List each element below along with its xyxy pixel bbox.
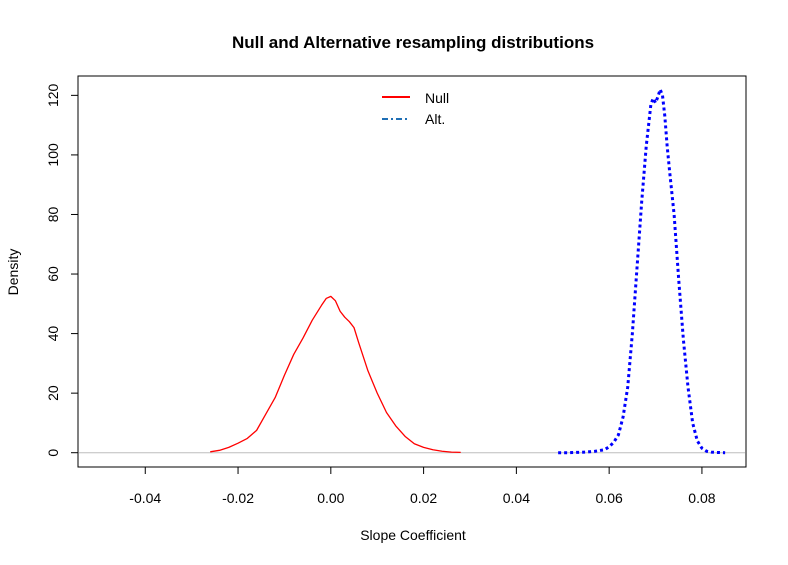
legend: Null Alt. bbox=[382, 90, 449, 127]
x-tick-label: 0.04 bbox=[503, 490, 530, 506]
x-tick-label: 0.06 bbox=[596, 490, 623, 506]
x-tick-label: -0.02 bbox=[222, 490, 254, 506]
x-tick-label: 0.08 bbox=[688, 490, 715, 506]
y-tick-label: 100 bbox=[45, 143, 61, 167]
x-tick-label: 0.02 bbox=[410, 490, 437, 506]
series-line-alt bbox=[558, 87, 726, 455]
legend-label-alt: Alt. bbox=[425, 111, 445, 127]
y-tick-label: 40 bbox=[45, 326, 61, 342]
y-tick-label: 60 bbox=[45, 266, 61, 282]
y-tick-label: 20 bbox=[45, 385, 61, 401]
x-axis-label: Slope Coefficient bbox=[360, 527, 466, 543]
chart-title: Null and Alternative resampling distribu… bbox=[232, 33, 594, 52]
legend-label-null: Null bbox=[425, 90, 449, 106]
y-tick-label: 120 bbox=[45, 83, 61, 107]
y-axis: 0 20 40 60 80 100 120 bbox=[45, 83, 79, 457]
x-tick-label: -0.04 bbox=[129, 490, 161, 506]
y-tick-label: 0 bbox=[45, 449, 61, 457]
series-layer bbox=[210, 87, 726, 455]
series-line-null bbox=[210, 295, 461, 454]
plot-frame bbox=[77, 75, 747, 468]
y-tick-label: 80 bbox=[45, 206, 61, 222]
y-axis-label: Density bbox=[5, 249, 21, 296]
x-axis: -0.04 -0.02 0.00 0.02 0.04 0.06 0.08 bbox=[129, 466, 716, 506]
x-tick-label: 0.00 bbox=[317, 490, 344, 506]
